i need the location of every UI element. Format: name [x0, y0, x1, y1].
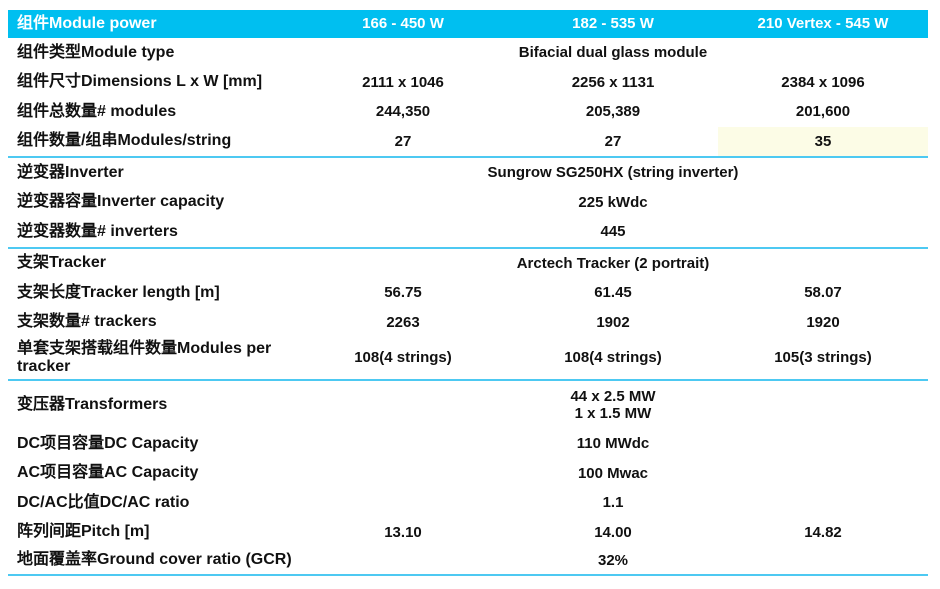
row-value: 1902 — [596, 313, 630, 331]
row-value: 108(4 strings) — [354, 349, 452, 367]
row-value: 61.45 — [594, 284, 632, 302]
table-row: 逆变器容量Inverter capacity 225 kWdc — [8, 188, 928, 218]
row-value: 2256 x 1131 — [571, 73, 655, 91]
row-value: 445 — [600, 223, 626, 241]
row-label: 逆变器Inverter — [17, 163, 124, 181]
row-value: Sungrow SG250HX (string inverter) — [487, 164, 739, 182]
table-row: 组件类型Module type Bifacial dual glass modu… — [8, 38, 928, 68]
table-row: DC/AC比值DC/AC ratio 1.1 — [8, 488, 928, 518]
section-plant: 变压器Transformers 44 x 2.5 MW 1 x 1.5 MW D… — [8, 381, 928, 576]
section-tracker: 支架Tracker Arctech Tracker (2 portrait) 支… — [8, 249, 928, 381]
row-label: DC/AC比值DC/AC ratio — [17, 493, 190, 511]
row-value: 2384 x 1096 — [781, 73, 865, 91]
row-value: 225 kWdc — [578, 193, 648, 211]
row-value: 32% — [597, 551, 629, 569]
row-label: AC项目容量AC Capacity — [17, 464, 199, 482]
row-value: 2263 — [386, 313, 420, 331]
row-value: 205,389 — [585, 103, 641, 121]
row-label: 组件总数量# modules — [17, 102, 177, 120]
row-value: 27 — [604, 132, 622, 150]
table-header: 组件Module power 166 - 450 W 182 - 535 W 2… — [8, 10, 928, 38]
row-value: 1.1 — [602, 494, 624, 512]
table-row: 支架Tracker Arctech Tracker (2 portrait) — [8, 249, 928, 279]
table-row: 组件总数量# modules 244,350 205,389 201,600 — [8, 97, 928, 127]
row-value: 1920 — [806, 313, 840, 331]
row-value: 13.10 — [384, 523, 422, 541]
table-row: 支架数量# trackers 2263 1902 1920 — [8, 308, 928, 338]
header-col-2: 182 - 535 W — [572, 15, 654, 33]
row-label: 变压器Transformers — [17, 395, 168, 413]
row-label: 支架数量# trackers — [17, 313, 157, 331]
row-value: 14.82 — [804, 523, 842, 541]
row-label: 组件类型Module type — [17, 43, 175, 61]
row-value: 58.07 — [804, 284, 842, 302]
row-value: 27 — [394, 132, 412, 150]
row-value: 110 MWdc — [576, 435, 650, 453]
row-value: 244,350 — [375, 103, 431, 121]
row-value: 2111 x 1046 — [362, 73, 444, 91]
row-label: 单套支架搭载组件数量Modules per tracker — [17, 339, 272, 375]
row-label: DC项目容量DC Capacity — [17, 434, 199, 452]
row-label: 组件尺寸Dimensions L x W [mm] — [17, 73, 263, 91]
row-label: 地面覆盖率Ground cover ratio (GCR) — [17, 551, 292, 569]
row-label: 阵列间距Pitch [m] — [17, 523, 150, 541]
row-label: 逆变器容量Inverter capacity — [17, 193, 225, 211]
table-row: 单套支架搭载组件数量Modules per tracker 108(4 stri… — [8, 337, 928, 379]
table-row: 组件尺寸Dimensions L x W [mm] 2111 x 1046 22… — [8, 68, 928, 98]
table-row: 地面覆盖率Ground cover ratio (GCR) 32% — [8, 547, 928, 574]
table-row: DC项目容量DC Capacity 110 MWdc — [8, 429, 928, 459]
table-row: 组件数量/组串Modules/string 27 27 35 — [8, 126, 928, 156]
section-modules: 组件类型Module type Bifacial dual glass modu… — [8, 38, 928, 158]
row-label: 组件数量/组串Modules/string — [17, 132, 232, 150]
row-value: 56.75 — [384, 284, 422, 302]
row-value: 100 Mwac — [577, 464, 649, 482]
row-value: 201,600 — [795, 103, 851, 121]
row-value: Arctech Tracker (2 portrait) — [516, 254, 710, 272]
row-value-highlighted: 35 — [718, 126, 928, 156]
row-label: 支架长度Tracker length [m] — [17, 283, 220, 301]
row-label: 支架Tracker — [17, 254, 106, 272]
table-row: 逆变器数量# inverters 445 — [8, 217, 928, 247]
table-row: AC项目容量AC Capacity 100 Mwac — [8, 459, 928, 489]
table-row: 逆变器Inverter Sungrow SG250HX (string inve… — [8, 158, 928, 188]
row-value: 108(4 strings) — [564, 349, 662, 367]
table-row: 变压器Transformers 44 x 2.5 MW 1 x 1.5 MW — [8, 381, 928, 429]
section-inverter: 逆变器Inverter Sungrow SG250HX (string inve… — [8, 158, 928, 249]
header-col-1: 166 - 450 W — [362, 15, 444, 33]
row-value: 105(3 strings) — [774, 349, 872, 367]
header-label: 组件Module power — [17, 14, 157, 32]
row-value: 44 x 2.5 MW 1 x 1.5 MW — [570, 387, 656, 422]
table-row: 支架长度Tracker length [m] 56.75 61.45 58.07 — [8, 278, 928, 308]
pv-spec-table: 组件Module power 166 - 450 W 182 - 535 W 2… — [8, 10, 928, 576]
table-row: 阵列间距Pitch [m] 13.10 14.00 14.82 — [8, 518, 928, 548]
row-label: 逆变器数量# inverters — [17, 222, 178, 240]
row-value: Bifacial dual glass module — [518, 44, 708, 62]
row-value: 14.00 — [594, 523, 632, 541]
header-col-3: 210 Vertex - 545 W — [757, 15, 889, 33]
